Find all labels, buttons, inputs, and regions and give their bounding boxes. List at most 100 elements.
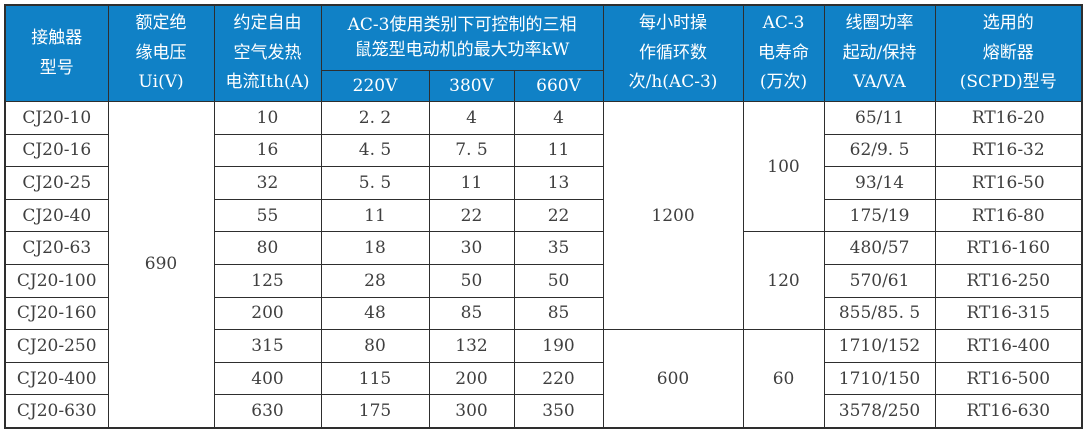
col-header-kw-group: AC-3使用类别下可控制的三相 鼠笼型电动机的最大功率kW: [320, 4, 604, 71]
cell-fuse: RT16-32: [934, 133, 1083, 168]
cell-ith: 125: [213, 263, 322, 298]
table-row: CJ20-16 16 4. 5 7. 5 11 62/9. 5 RT16-32: [4, 133, 1083, 168]
cell-kw660: 350: [513, 394, 604, 429]
cell-coil: 175/19: [823, 198, 936, 233]
cell-kw660: 11: [513, 133, 604, 168]
table-row: CJ20-630 630 175 300 350 3578/250 RT16-630: [4, 394, 1083, 429]
cell-coil: 93/14: [823, 166, 936, 200]
cell-kw380: 85: [428, 296, 515, 331]
cell-life: 60: [742, 329, 825, 429]
col-header-cycles: 每小时操 作循环数 次/h(AC-3): [602, 4, 744, 102]
cell-kw220: 2. 2: [320, 101, 430, 135]
table-row: CJ20-400 400 115 200 220 1710/150 RT16-500: [4, 361, 1083, 396]
cell-fuse: RT16-400: [934, 329, 1083, 363]
cell-life: 120: [742, 231, 825, 331]
col-header-coil: 线圈功率 起动/保持 VA/VA: [823, 4, 936, 102]
header-row-sub: 220V 380V 660V: [5, 70, 1082, 102]
cell-model: CJ20-400: [4, 361, 109, 396]
cell-kw380: 7. 5: [428, 133, 515, 168]
table-row: CJ20-10 690 10 2. 2 4 4 1200 100 65/11 RT16-20: [4, 100, 1083, 429]
col-header-fuse: 选用的 熔断器 (SCPD)型号: [934, 4, 1083, 102]
cell-kw660: 4: [513, 101, 604, 135]
cell-model: CJ20-250: [4, 329, 109, 363]
cell-ith: 10: [213, 101, 322, 135]
cell-model: CJ20-630: [4, 394, 109, 429]
cell-kw660: 13: [513, 166, 604, 200]
spec-table-container: 接触器 型号 额定绝 缘电压 Ui(V) 约定自由 空气发热 电流Ith(A) …: [4, 4, 1084, 429]
cell-kw380: 11: [428, 166, 515, 200]
cell-model: CJ20-100: [4, 263, 109, 298]
cell-kw220: 4. 5: [320, 133, 430, 168]
table-row: CJ20-250 315 80 132 190 600 60 1710/152 RT16-400: [4, 329, 1083, 429]
cell-ith: 315: [213, 329, 322, 363]
col-header-660v: 660V: [513, 70, 604, 102]
cell-coil: 480/57: [823, 231, 936, 265]
table-row: CJ20-25 32 5. 5 11 13 93/14 RT16-50: [4, 166, 1083, 200]
table-row: CJ20-40 55 11 22 22 175/19 RT16-80: [4, 198, 1083, 233]
table-body: CJ20-10 690 10 2. 2 4 4 1200 100 65/11 RT16-20 CJ2…: [4, 100, 1083, 429]
cell-fuse: RT16-50: [934, 166, 1083, 200]
cell-kw220: 28: [320, 263, 430, 298]
cell-model: CJ20-63: [4, 231, 109, 265]
cell-cycles: 1200: [602, 100, 744, 331]
cell-model: CJ20-40: [4, 198, 109, 233]
cell-kw660: 220: [513, 361, 604, 396]
cell-coil: 1710/150: [823, 361, 936, 396]
cell-kw220: 80: [320, 329, 430, 363]
cell-ith: 55: [213, 198, 322, 233]
cell-fuse: RT16-80: [934, 198, 1083, 233]
cell-ith: 80: [213, 231, 322, 265]
col-header-model: 接触器 型号: [4, 4, 109, 102]
cell-kw220: 115: [320, 361, 430, 396]
cell-ith: 400: [213, 361, 322, 396]
cell-kw220: 5. 5: [320, 166, 430, 200]
cell-model: CJ20-160: [4, 296, 109, 331]
cell-fuse: RT16-630: [934, 394, 1083, 429]
cell-kw660: 85: [513, 296, 604, 331]
cell-kw220: 11: [320, 198, 430, 233]
cell-kw380: 50: [428, 263, 515, 298]
cell-ui: 690: [107, 100, 215, 429]
cell-model: CJ20-25: [4, 166, 109, 200]
cell-fuse: RT16-500: [934, 361, 1083, 396]
cell-kw380: 132: [428, 329, 515, 363]
cell-kw380: 300: [428, 394, 515, 429]
cell-coil: 570/61: [823, 263, 936, 298]
contactor-spec-table: 接触器 型号 额定绝 缘电压 Ui(V) 约定自由 空气发热 电流Ith(A) …: [4, 4, 1084, 429]
cell-life: 100: [742, 100, 825, 233]
col-header-life: AC-3 电寿命 (万次): [742, 4, 825, 102]
cell-coil: 1710/152: [823, 329, 936, 363]
cell-kw380: 4: [428, 101, 515, 135]
table-header: 接触器 型号 额定绝 缘电压 Ui(V) 约定自由 空气发热 电流Ith(A) …: [4, 4, 1083, 102]
cell-fuse: RT16-315: [934, 296, 1083, 331]
col-header-ui: 额定绝 缘电压 Ui(V): [107, 4, 215, 102]
cell-coil: 62/9. 5: [823, 133, 936, 168]
cell-model: CJ20-16: [4, 133, 109, 168]
cell-ith: 200: [213, 296, 322, 331]
cell-coil: 855/85. 5: [823, 296, 936, 331]
col-header-ith: 约定自由 空气发热 电流Ith(A): [213, 4, 322, 102]
col-header-380v: 380V: [428, 70, 515, 102]
cell-fuse: RT16-160: [934, 231, 1083, 265]
cell-kw380: 22: [428, 198, 515, 233]
cell-ith: 16: [213, 133, 322, 168]
cell-fuse: RT16-250: [934, 263, 1083, 298]
cell-fuse: RT16-20: [934, 101, 1083, 135]
cell-kw660: 22: [513, 198, 604, 233]
cell-kw220: 175: [320, 394, 430, 429]
cell-model: CJ20-10: [4, 101, 109, 135]
header-row-main: 接触器 型号 额定绝 缘电压 Ui(V) 约定自由 空气发热 电流Ith(A) …: [4, 4, 1083, 102]
cell-kw660: 190: [513, 329, 604, 363]
cell-kw220: 18: [320, 231, 430, 265]
table-row: CJ20-100 125 28 50 50 570/61 RT16-250: [4, 263, 1083, 298]
cell-kw660: 50: [513, 263, 604, 298]
col-header-220v: 220V: [320, 70, 430, 102]
cell-kw660: 35: [513, 231, 604, 265]
cell-kw380: 200: [428, 361, 515, 396]
cell-coil: 3578/250: [823, 394, 936, 429]
cell-ith: 630: [213, 394, 322, 429]
cell-ith: 32: [213, 166, 322, 200]
cell-coil: 65/11: [823, 101, 936, 135]
cell-kw220: 48: [320, 296, 430, 331]
cell-kw380: 30: [428, 231, 515, 265]
